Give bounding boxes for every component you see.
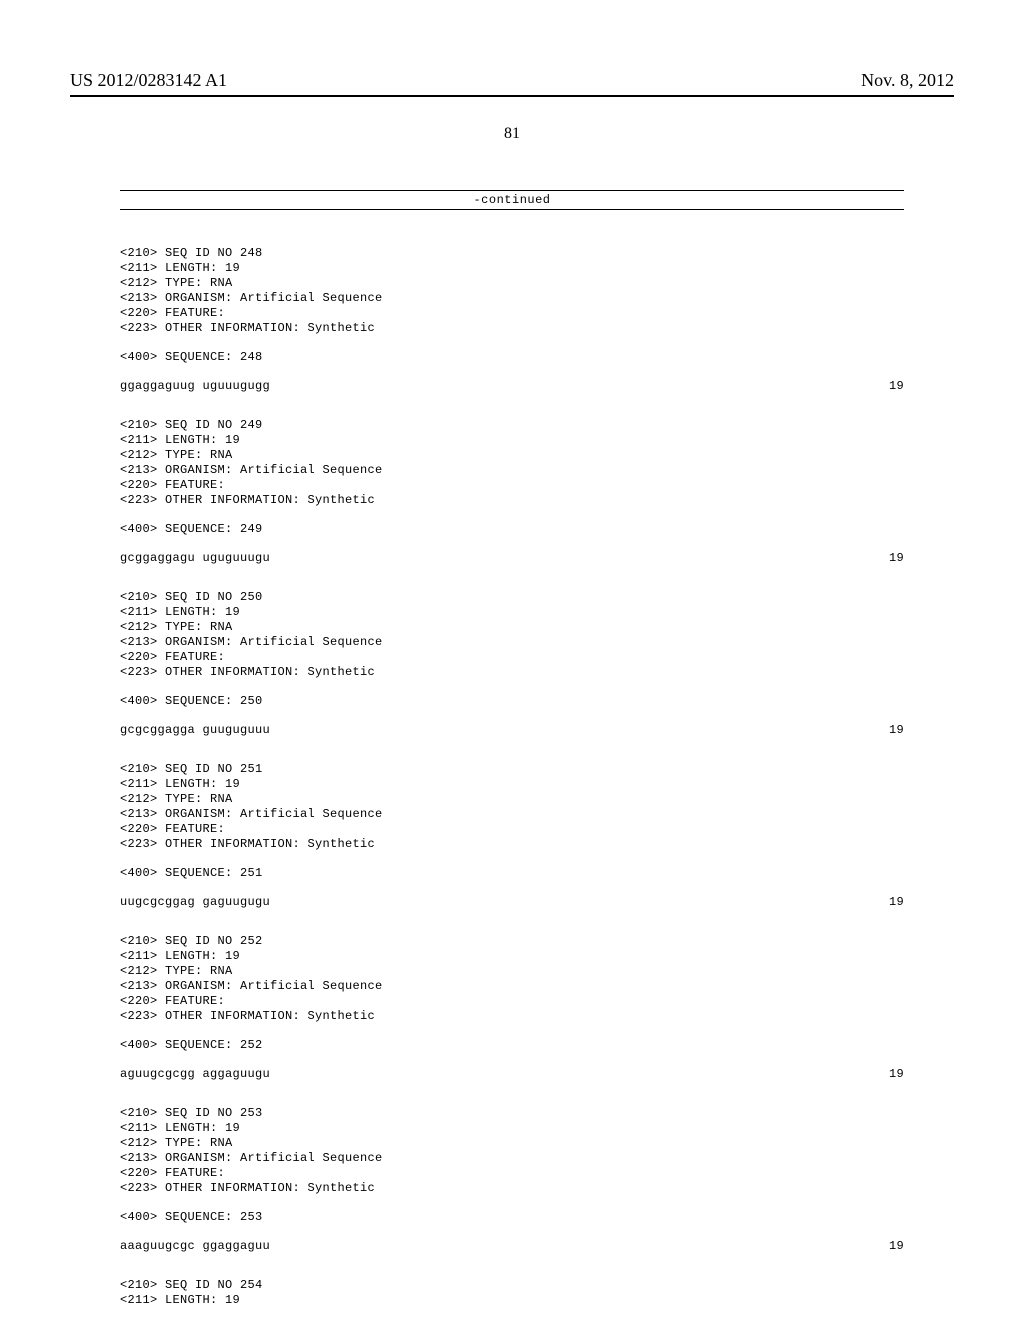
- meta-line: <223> OTHER INFORMATION: Synthetic: [120, 837, 904, 852]
- sequence-text: aguugcgcgg aggaguugu: [120, 1067, 270, 1082]
- meta-line: <223> OTHER INFORMATION: Synthetic: [120, 665, 904, 680]
- sequence-row: aguugcgcgg aggaguugu 19: [120, 1067, 904, 1082]
- page-header: US 2012/0283142 A1 Nov. 8, 2012 81: [0, 70, 1024, 143]
- meta-line: <211> LENGTH: 19: [120, 1121, 904, 1136]
- sequence-label: <400> SEQUENCE: 248: [120, 350, 904, 365]
- meta-line: <220> FEATURE:: [120, 822, 904, 837]
- meta-line: <212> TYPE: RNA: [120, 276, 904, 291]
- meta-line: <223> OTHER INFORMATION: Synthetic: [120, 1009, 904, 1024]
- meta-line: <213> ORGANISM: Artificial Sequence: [120, 807, 904, 822]
- meta-line: <210> SEQ ID NO 250: [120, 590, 904, 605]
- meta-line: <220> FEATURE:: [120, 1166, 904, 1181]
- meta-line: <212> TYPE: RNA: [120, 448, 904, 463]
- sequence-text: uugcgcggag gaguugugu: [120, 895, 270, 910]
- publication-date: Nov. 8, 2012: [861, 70, 954, 91]
- continued-rule-bottom: [120, 209, 904, 210]
- sequence-entry: <210> SEQ ID NO 252<211> LENGTH: 19<212>…: [120, 934, 904, 1082]
- meta-line: <212> TYPE: RNA: [120, 620, 904, 635]
- sequence-label: <400> SEQUENCE: 249: [120, 522, 904, 537]
- sequence-text: ggaggaguug uguuugugg: [120, 379, 270, 394]
- sequence-length-number: 19: [889, 895, 904, 910]
- meta-line: <211> LENGTH: 19: [120, 605, 904, 620]
- meta-line: <211> LENGTH: 19: [120, 1293, 904, 1308]
- meta-line: <223> OTHER INFORMATION: Synthetic: [120, 321, 904, 336]
- sequence-length-number: 19: [889, 723, 904, 738]
- meta-line: <211> LENGTH: 19: [120, 777, 904, 792]
- sequence-text: aaaguugcgc ggaggaguu: [120, 1239, 270, 1254]
- sequence-label: <400> SEQUENCE: 250: [120, 694, 904, 709]
- meta-line: <223> OTHER INFORMATION: Synthetic: [120, 493, 904, 508]
- meta-line: <213> ORGANISM: Artificial Sequence: [120, 979, 904, 994]
- sequence-entry: <210> SEQ ID NO 251<211> LENGTH: 19<212>…: [120, 762, 904, 910]
- meta-line: <210> SEQ ID NO 249: [120, 418, 904, 433]
- meta-line: <220> FEATURE:: [120, 306, 904, 321]
- sequence-entry: <210> SEQ ID NO 250<211> LENGTH: 19<212>…: [120, 590, 904, 738]
- sequence-length-number: 19: [889, 379, 904, 394]
- sequence-row: aaaguugcgc ggaggaguu 19: [120, 1239, 904, 1254]
- sequence-entry: <210> SEQ ID NO 253<211> LENGTH: 19<212>…: [120, 1106, 904, 1254]
- sequence-entry: <210> SEQ ID NO 249<211> LENGTH: 19<212>…: [120, 418, 904, 566]
- publication-number: US 2012/0283142 A1: [70, 70, 227, 91]
- sequence-row: ggaggaguug uguuugugg 19: [120, 379, 904, 394]
- meta-line: <213> ORGANISM: Artificial Sequence: [120, 291, 904, 306]
- sequence-length-number: 19: [889, 1067, 904, 1082]
- meta-line: <210> SEQ ID NO 254: [120, 1278, 904, 1293]
- sequence-length-number: 19: [889, 1239, 904, 1254]
- meta-line: <220> FEATURE:: [120, 478, 904, 493]
- meta-line: <210> SEQ ID NO 252: [120, 934, 904, 949]
- sequence-entry: <210> SEQ ID NO 248<211> LENGTH: 19<212>…: [120, 246, 904, 394]
- meta-line: <213> ORGANISM: Artificial Sequence: [120, 1151, 904, 1166]
- meta-line: <210> SEQ ID NO 248: [120, 246, 904, 261]
- meta-line: <210> SEQ ID NO 251: [120, 762, 904, 777]
- meta-line: <211> LENGTH: 19: [120, 433, 904, 448]
- sequence-text: gcgcggagga guuguguuu: [120, 723, 270, 738]
- meta-line: <211> LENGTH: 19: [120, 949, 904, 964]
- meta-line: <220> FEATURE:: [120, 994, 904, 1009]
- meta-line: <213> ORGANISM: Artificial Sequence: [120, 463, 904, 478]
- meta-line: <212> TYPE: RNA: [120, 964, 904, 979]
- sequence-listing: <210> SEQ ID NO 248<211> LENGTH: 19<212>…: [120, 246, 904, 1308]
- meta-line: <211> LENGTH: 19: [120, 261, 904, 276]
- header-row: US 2012/0283142 A1 Nov. 8, 2012: [70, 70, 954, 91]
- page-number: 81: [70, 125, 954, 143]
- header-rule: [70, 95, 954, 97]
- continued-label: -continued: [120, 193, 904, 207]
- sequence-entry: <210> SEQ ID NO 254<211> LENGTH: 19: [120, 1278, 904, 1308]
- sequence-row: uugcgcggag gaguugugu 19: [120, 895, 904, 910]
- sequence-label: <400> SEQUENCE: 253: [120, 1210, 904, 1225]
- meta-line: <210> SEQ ID NO 253: [120, 1106, 904, 1121]
- sequence-text: gcggaggagu uguguuugu: [120, 551, 270, 566]
- continued-rule-top: [120, 190, 904, 191]
- meta-line: <212> TYPE: RNA: [120, 792, 904, 807]
- sequence-row: gcgcggagga guuguguuu 19: [120, 723, 904, 738]
- sequence-row: gcggaggagu uguguuugu 19: [120, 551, 904, 566]
- meta-line: <213> ORGANISM: Artificial Sequence: [120, 635, 904, 650]
- sequence-label: <400> SEQUENCE: 251: [120, 866, 904, 881]
- meta-line: <220> FEATURE:: [120, 650, 904, 665]
- sequence-length-number: 19: [889, 551, 904, 566]
- meta-line: <223> OTHER INFORMATION: Synthetic: [120, 1181, 904, 1196]
- meta-line: <212> TYPE: RNA: [120, 1136, 904, 1151]
- sequence-label: <400> SEQUENCE: 252: [120, 1038, 904, 1053]
- continued-block: -continued: [120, 188, 904, 212]
